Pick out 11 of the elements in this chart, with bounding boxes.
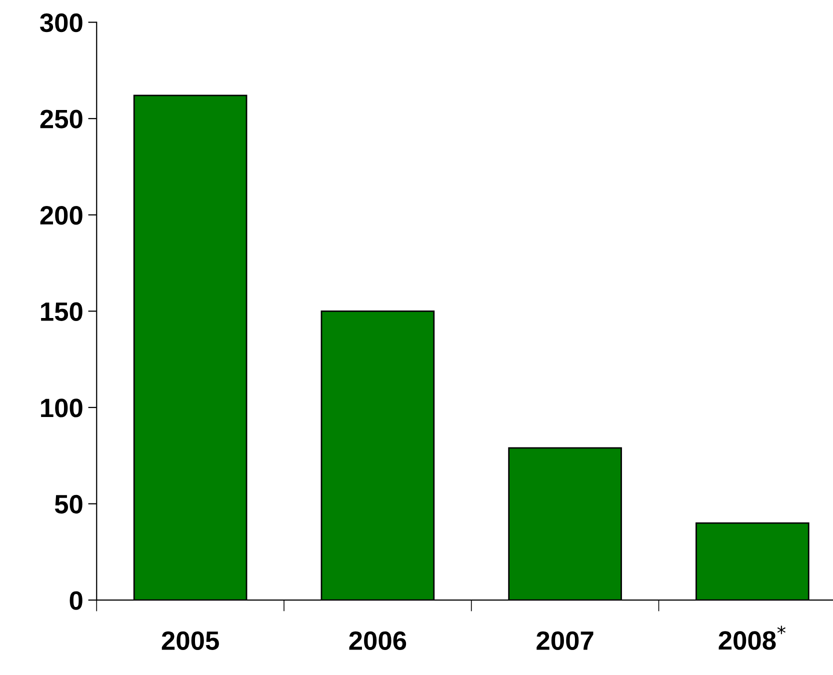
x-tick-label: 2005 [162, 631, 219, 650]
y-tick-label: 250 [40, 110, 82, 128]
y-tick-label: 50 [54, 494, 82, 514]
y-tick-label: 300 [40, 13, 82, 32]
y-tick-label: 200 [40, 206, 82, 225]
y-tick-label: 100 [41, 398, 82, 418]
x-tick-label: 2006 [349, 631, 406, 650]
y-tick-label: 0 [70, 591, 82, 610]
x-tick-label: 2008$^{*}$ [718, 626, 786, 650]
x-tick-label: 2007 [536, 631, 594, 650]
y-tick-label: 150 [41, 302, 82, 321]
